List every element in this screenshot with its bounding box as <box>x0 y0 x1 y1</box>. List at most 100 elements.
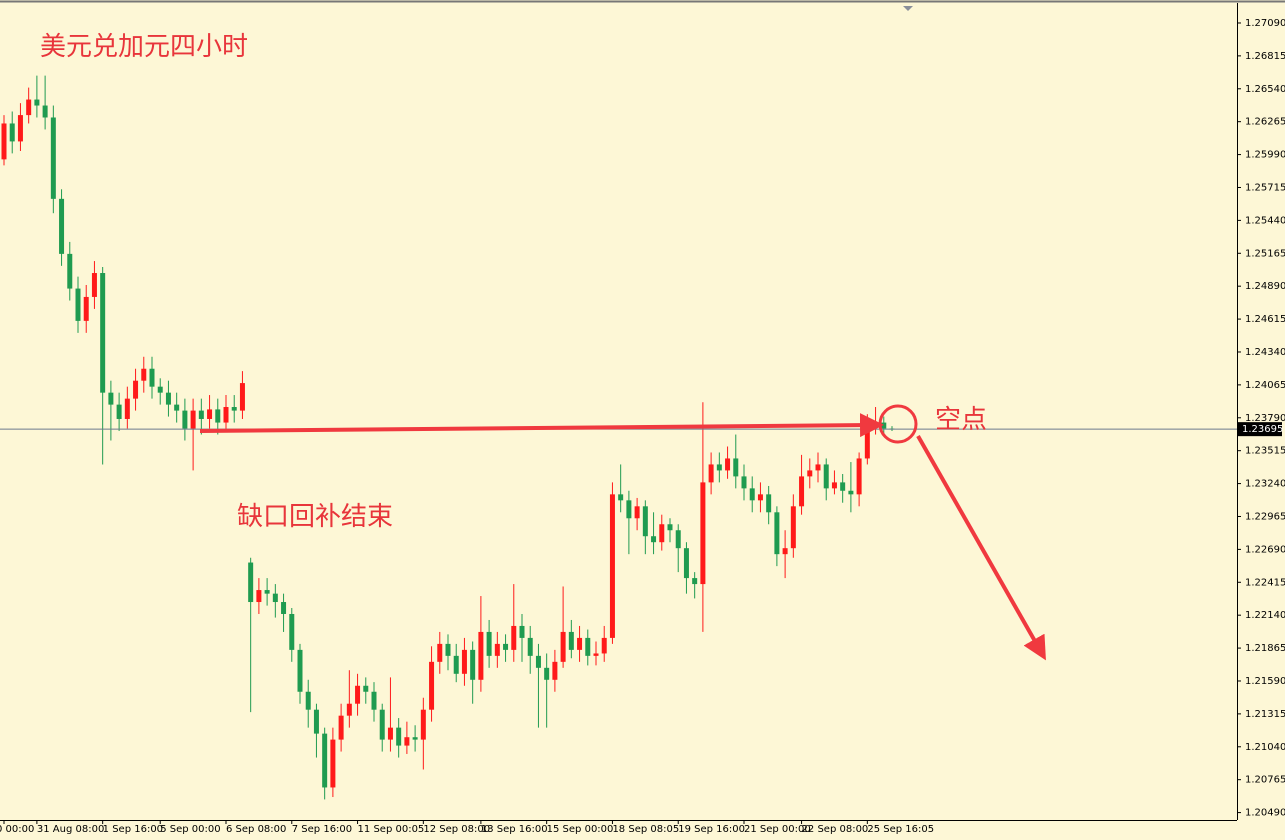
x-tick-label: 22 Sep 08:00 <box>802 824 869 835</box>
x-tick-label: 12 Sep 08:00 <box>423 824 490 835</box>
candle-body <box>840 482 846 491</box>
candle-body <box>116 404 122 419</box>
candle-body <box>387 727 393 740</box>
candle-body <box>141 368 147 381</box>
candle-body <box>149 368 155 387</box>
candle-body <box>766 494 772 513</box>
candle-body <box>272 593 278 603</box>
candle-body <box>848 490 854 495</box>
candle-body <box>75 288 81 321</box>
candle-body <box>651 536 657 543</box>
candle-body <box>527 637 533 656</box>
candle-body <box>881 422 887 429</box>
candle-body <box>34 99 40 106</box>
candle-body <box>190 410 196 429</box>
y-tick-label: 1.25440 <box>1245 215 1285 226</box>
candle-body <box>437 643 443 662</box>
candle-body <box>741 476 747 489</box>
x-tick-label: 13 Sep 16:00 <box>481 824 548 835</box>
candle-body <box>494 643 500 656</box>
candle-body <box>165 392 171 405</box>
candle-body <box>831 482 837 489</box>
candle-body <box>577 637 583 650</box>
x-tick-label: 31 Aug 08:00 <box>37 824 104 835</box>
y-tick-label: 1.21865 <box>1245 643 1285 654</box>
candle-body <box>305 691 311 710</box>
candle-body <box>445 643 451 656</box>
y-tick-label: 1.20490 <box>1245 808 1285 819</box>
candle-body <box>511 625 517 650</box>
x-tick-label: 18 Sep 08:05 <box>612 824 679 835</box>
y-tick-label: 1.25715 <box>1245 182 1285 193</box>
candle-body <box>470 649 476 680</box>
annotation: 缺口回补结束 <box>237 502 393 532</box>
candle-body <box>461 649 467 674</box>
candle-body <box>626 500 632 519</box>
candle-body <box>667 524 673 531</box>
y-tick-label: 1.26265 <box>1245 117 1285 128</box>
candle-body <box>313 709 319 734</box>
candle-body <box>9 123 15 142</box>
candle-body <box>1 123 7 160</box>
candle-body <box>322 733 328 788</box>
y-tick-label: 1.22140 <box>1245 610 1285 621</box>
candle-body <box>412 737 418 740</box>
candle-body <box>782 548 788 555</box>
y-tick-label: 1.24065 <box>1245 380 1285 391</box>
y-tick-label: 1.22965 <box>1245 511 1285 522</box>
candle-body <box>757 494 763 501</box>
candle-body <box>503 643 509 650</box>
y-tick-label: 1.24890 <box>1245 281 1285 292</box>
candle-body <box>700 482 706 585</box>
y-tick-label: 1.27090 <box>1245 18 1285 29</box>
candle-body <box>404 737 410 746</box>
candle-body <box>363 685 369 692</box>
x-tick-label: 1 Sep 16:00 <box>103 824 163 835</box>
y-tick-label: 1.20765 <box>1245 775 1285 786</box>
candle-body <box>174 404 180 411</box>
candle-body <box>297 649 303 692</box>
candle-body <box>453 655 459 674</box>
x-tick-label: 6 Sep 08:00 <box>226 824 286 835</box>
candle-body <box>486 631 492 656</box>
candle-body <box>330 739 336 788</box>
y-tick-label: 1.22415 <box>1245 577 1285 588</box>
candle-body <box>91 273 97 297</box>
x-tick-label: 25 Sep 16:05 <box>867 824 934 835</box>
x-tick-label: 5 Sep 00:00 <box>160 824 220 835</box>
candle-body <box>683 548 689 579</box>
x-tick-label: 21 Sep 00:00 <box>744 824 811 835</box>
candle-body <box>733 458 739 477</box>
y-tick-label: 1.24340 <box>1245 347 1285 358</box>
candle-body <box>124 398 130 419</box>
candle-body <box>790 506 796 549</box>
y-tick-label: 1.21040 <box>1245 742 1285 753</box>
y-tick-label: 1.26540 <box>1245 84 1285 95</box>
y-tick-label: 1.26815 <box>1245 51 1285 62</box>
down-arrow <box>916 435 1046 661</box>
candle-body <box>601 637 607 654</box>
candle-body <box>420 709 426 740</box>
candle-body <box>823 464 829 489</box>
candle-body <box>50 117 56 199</box>
candle-body <box>815 464 821 471</box>
candle-body <box>248 562 254 603</box>
candle-body <box>692 578 698 585</box>
candle-body <box>67 253 73 289</box>
candle-body <box>264 590 270 594</box>
y-tick-label: 1.25990 <box>1245 150 1285 161</box>
candle-body <box>659 524 665 543</box>
gap-arrow <box>199 413 884 438</box>
candle-body <box>207 409 213 419</box>
candle-body <box>708 464 714 483</box>
chart-title: 美元兑加元四小时 <box>40 32 248 62</box>
candle-body <box>59 198 65 254</box>
y-tick-label: 1.25165 <box>1245 248 1285 259</box>
candle-body <box>100 273 106 393</box>
candle-body <box>478 631 484 680</box>
candle-body <box>17 115 23 142</box>
candle-body <box>807 470 813 477</box>
candle-body <box>634 506 640 519</box>
